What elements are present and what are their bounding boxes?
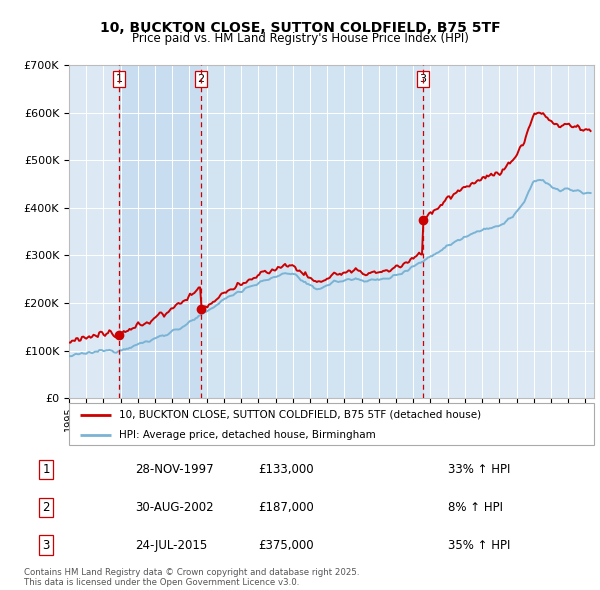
Text: 3: 3: [419, 74, 427, 84]
Text: 30-AUG-2002: 30-AUG-2002: [136, 501, 214, 514]
Text: 33% ↑ HPI: 33% ↑ HPI: [448, 463, 511, 476]
Text: 1: 1: [43, 463, 50, 476]
Text: 1: 1: [116, 74, 122, 84]
Text: £187,000: £187,000: [259, 501, 314, 514]
Text: HPI: Average price, detached house, Birmingham: HPI: Average price, detached house, Birm…: [119, 430, 376, 440]
Text: Contains HM Land Registry data © Crown copyright and database right 2025.
This d: Contains HM Land Registry data © Crown c…: [24, 568, 359, 587]
Bar: [119, 65, 201, 398]
FancyBboxPatch shape: [69, 403, 594, 445]
Text: 24-JUL-2015: 24-JUL-2015: [136, 539, 208, 552]
Text: Price paid vs. HM Land Registry's House Price Index (HPI): Price paid vs. HM Land Registry's House …: [131, 32, 469, 45]
Bar: [201, 65, 423, 398]
Text: 35% ↑ HPI: 35% ↑ HPI: [448, 539, 511, 552]
Text: £375,000: £375,000: [259, 539, 314, 552]
Text: 28-NOV-1997: 28-NOV-1997: [136, 463, 214, 476]
Text: 8% ↑ HPI: 8% ↑ HPI: [448, 501, 503, 514]
Text: £133,000: £133,000: [259, 463, 314, 476]
Text: 10, BUCKTON CLOSE, SUTTON COLDFIELD, B75 5TF (detached house): 10, BUCKTON CLOSE, SUTTON COLDFIELD, B75…: [119, 410, 481, 420]
Text: 10, BUCKTON CLOSE, SUTTON COLDFIELD, B75 5TF: 10, BUCKTON CLOSE, SUTTON COLDFIELD, B75…: [100, 21, 500, 35]
Text: 2: 2: [197, 74, 205, 84]
Text: 2: 2: [43, 501, 50, 514]
Text: 3: 3: [43, 539, 50, 552]
